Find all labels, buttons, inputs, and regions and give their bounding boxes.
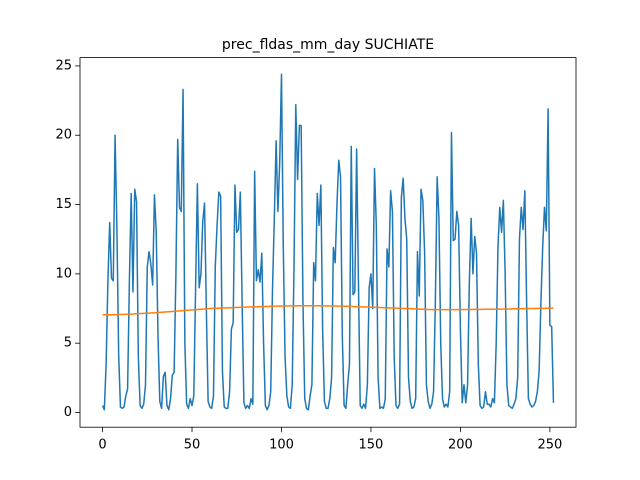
x-tick-label: 100: [269, 438, 294, 453]
y-tick-label: 5: [64, 336, 72, 351]
x-tick-label: 0: [98, 438, 106, 453]
line-series: [101, 73, 555, 411]
chart-title: prec_fldas_mm_day SUCHIATE: [222, 37, 434, 53]
x-tick-label: 200: [448, 438, 473, 453]
x-tick-label: 250: [537, 438, 562, 453]
y-tick-label: 0: [64, 405, 72, 420]
y-tick-label: 15: [55, 197, 72, 212]
y-tick-label: 10: [55, 266, 72, 281]
y-tick-label: 20: [55, 128, 72, 143]
line-series: [102, 305, 554, 316]
x-tick-label: 150: [359, 438, 384, 453]
plot-frame: [79, 57, 577, 428]
x-tick-label: 50: [184, 438, 201, 453]
y-tick-label: 25: [55, 58, 72, 73]
